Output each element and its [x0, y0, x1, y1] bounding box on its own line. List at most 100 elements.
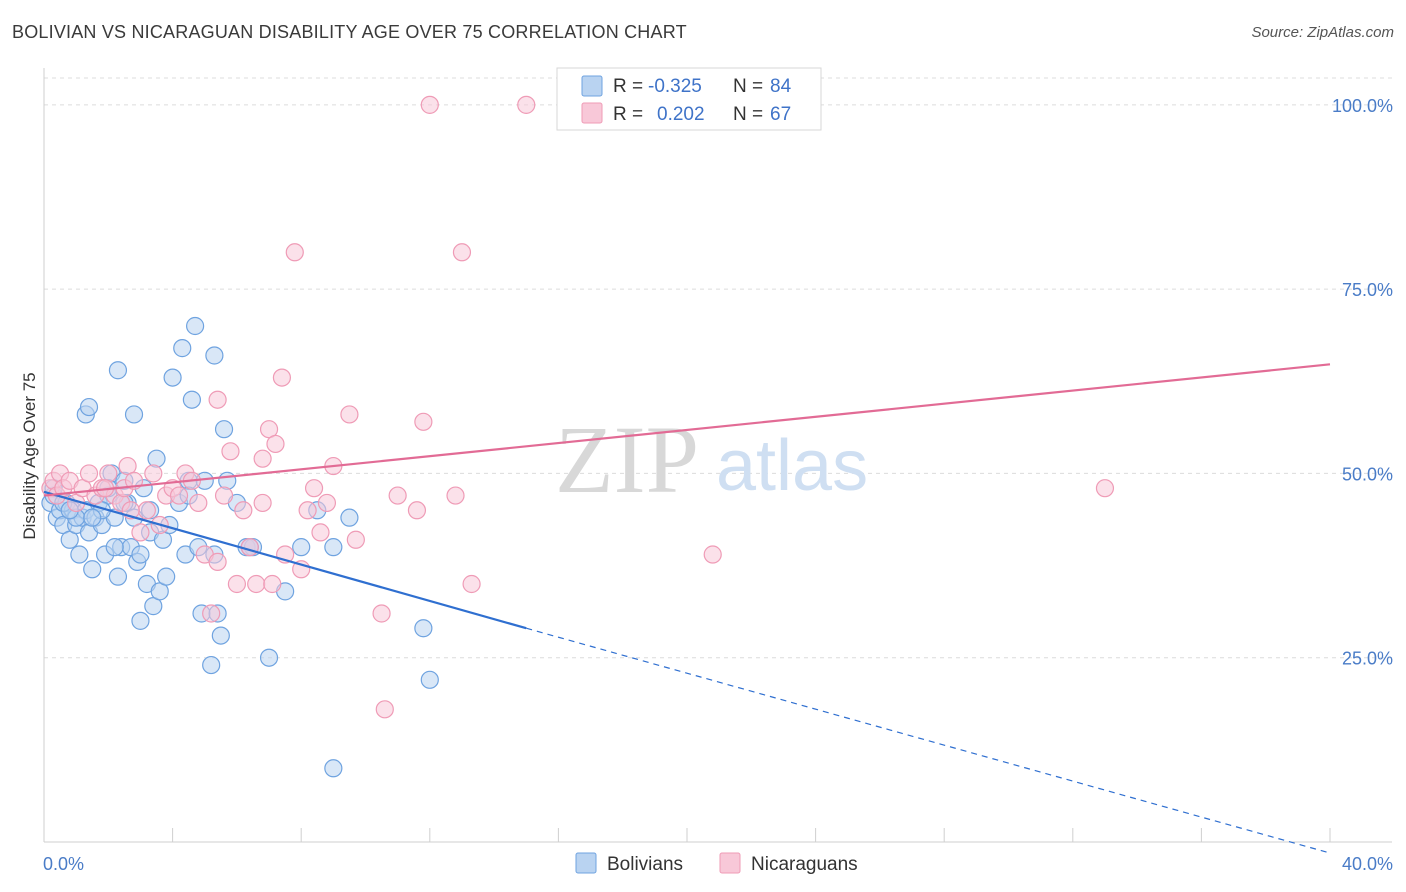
nicaraguan-point-30	[214, 486, 234, 505]
watermark: ZIP atlas	[555, 406, 868, 513]
nicaraguan-point-11	[99, 464, 118, 483]
series-legend: Bolivians Nicaraguans	[575, 852, 858, 875]
nicaraguan-point-48	[340, 405, 359, 424]
x-tick-label-0: 0.0%	[43, 854, 84, 874]
nicaraguan-point-61	[1095, 479, 1115, 498]
nicaraguan-point-46	[317, 493, 337, 513]
nicaraguan-point-63	[208, 390, 227, 409]
nicaraguan-point-60	[703, 545, 722, 564]
bolivian-point-66	[124, 405, 144, 424]
legend-r-label-2: R =	[613, 104, 643, 125]
nicaraguan-point-45	[311, 523, 330, 542]
x-tick-label-1: 40.0%	[1342, 854, 1393, 874]
bolivian-point-48	[202, 655, 221, 675]
nicaraguan-point-56	[446, 486, 465, 505]
nicaraguan-point-58	[462, 574, 481, 594]
y-tick-label-1: 50.0%	[1342, 464, 1393, 484]
bolivian-point-68	[131, 611, 150, 630]
bolivian-point-44	[186, 316, 205, 336]
bolivian-point-51	[211, 626, 230, 645]
bolivian-point-33	[147, 449, 166, 468]
bolivian-trend-extension	[526, 627, 1331, 854]
trend-lines	[43, 363, 1331, 854]
nicaraguan-point-51	[375, 700, 394, 719]
nicaraguan-point-59	[517, 95, 536, 114]
nicaraguan-point-49	[346, 530, 365, 549]
nicaraguan-point-32	[227, 574, 246, 594]
bolivian-point-13	[83, 560, 102, 579]
legend-n-value-1: 84	[770, 76, 792, 97]
bolivian-point-61	[324, 538, 343, 557]
nicaraguan-point-19	[144, 464, 163, 483]
data-points	[41, 95, 1115, 778]
nicaraguan-point-35	[247, 574, 266, 594]
nicaraguan-point-66	[263, 574, 282, 594]
bolivian-point-77	[414, 619, 433, 638]
bolivian-point-21	[108, 567, 128, 586]
nicaraguan-point-50	[372, 604, 391, 623]
bolivian-trend-line	[43, 490, 527, 630]
nicaraguan-point-57	[452, 243, 472, 262]
nicaraguan-point-33	[234, 501, 253, 520]
bolivian-point-38	[163, 368, 182, 387]
bolivian-point-83	[105, 538, 124, 557]
bolivian-point-9	[70, 545, 89, 564]
watermark-atlas: atlas	[716, 426, 868, 506]
y-tick-label-2: 75.0%	[1342, 280, 1393, 300]
legend-r-value-2: 0.202	[657, 104, 705, 125]
legend-swatch-bolivians	[581, 75, 603, 97]
bolivian-point-53	[218, 471, 237, 490]
bolivian-point-67	[205, 346, 224, 365]
tick-labels: 25.0% 50.0% 75.0% 100.0% 0.0% 40.0%	[43, 96, 1393, 874]
legend-n-value-2: 67	[770, 104, 791, 125]
legend-swatch-nicaraguans	[581, 102, 603, 124]
chart-title: BOLIVIAN VS NICARAGUAN DISABILITY AGE OV…	[12, 22, 687, 42]
legend-r-value-1: -0.325	[648, 76, 702, 97]
nicaraguan-point-54	[414, 412, 433, 431]
bolivian-point-62	[340, 508, 359, 527]
nicaraguan-point-39	[272, 368, 292, 387]
bolivian-point-28	[131, 545, 150, 564]
bolivian-point-59	[292, 538, 311, 557]
nicaraguan-point-36	[253, 493, 272, 513]
nicaraguan-point-28	[202, 604, 221, 623]
bottom-legend-nicaraguans: Nicaraguans	[751, 854, 858, 875]
nicaraguan-point-64	[253, 449, 272, 468]
bolivian-point-36	[157, 567, 176, 586]
legend-n-label-2: N =	[733, 104, 763, 125]
nicaraguan-point-31	[221, 442, 240, 461]
bolivian-point-65	[108, 361, 128, 380]
stats-legend: R = -0.325 N = 84 R = 0.202 N = 67	[556, 67, 822, 131]
bolivian-point-64	[79, 397, 99, 417]
bottom-legend-bolivians: Bolivians	[607, 854, 683, 875]
nicaraguan-point-52	[388, 486, 407, 505]
watermark-zip: ZIP	[555, 406, 699, 513]
bolivian-point-40	[173, 339, 192, 358]
axes	[43, 68, 1392, 843]
bottom-legend-swatch-bolivians	[575, 852, 597, 874]
y-tick-label-0: 25.0%	[1342, 649, 1393, 669]
nicaraguan-point-38	[266, 434, 285, 454]
bolivian-point-82	[83, 508, 102, 527]
bolivian-point-43	[182, 390, 201, 409]
nicaraguan-point-17	[131, 523, 150, 542]
nicaraguan-point-34	[240, 538, 259, 557]
nicaraguan-point-29	[208, 552, 227, 571]
nicaraguan-point-41	[285, 243, 304, 262]
y-axis-title: Disability Age Over 75	[20, 372, 39, 539]
bolivian-point-52	[214, 420, 234, 439]
nicaraguan-point-26	[189, 493, 208, 513]
nicaraguan-point-23	[169, 486, 189, 505]
nicaraguan-point-53	[407, 501, 427, 520]
nicaraguan-trend-line	[43, 363, 1331, 497]
nicaraguan-point-43	[298, 501, 317, 520]
bottom-legend-swatch-nicaraguans	[719, 852, 741, 874]
legend-n-label-1: N =	[733, 76, 763, 97]
y-tick-label-3: 100.0%	[1332, 96, 1393, 116]
bolivian-point-79	[324, 759, 343, 778]
legend-r-label-1: R =	[613, 76, 643, 97]
nicaraguan-point-8	[79, 464, 99, 483]
nicaraguan-point-44	[304, 479, 324, 498]
chart-source: Source: ZipAtlas.com	[1251, 24, 1394, 41]
